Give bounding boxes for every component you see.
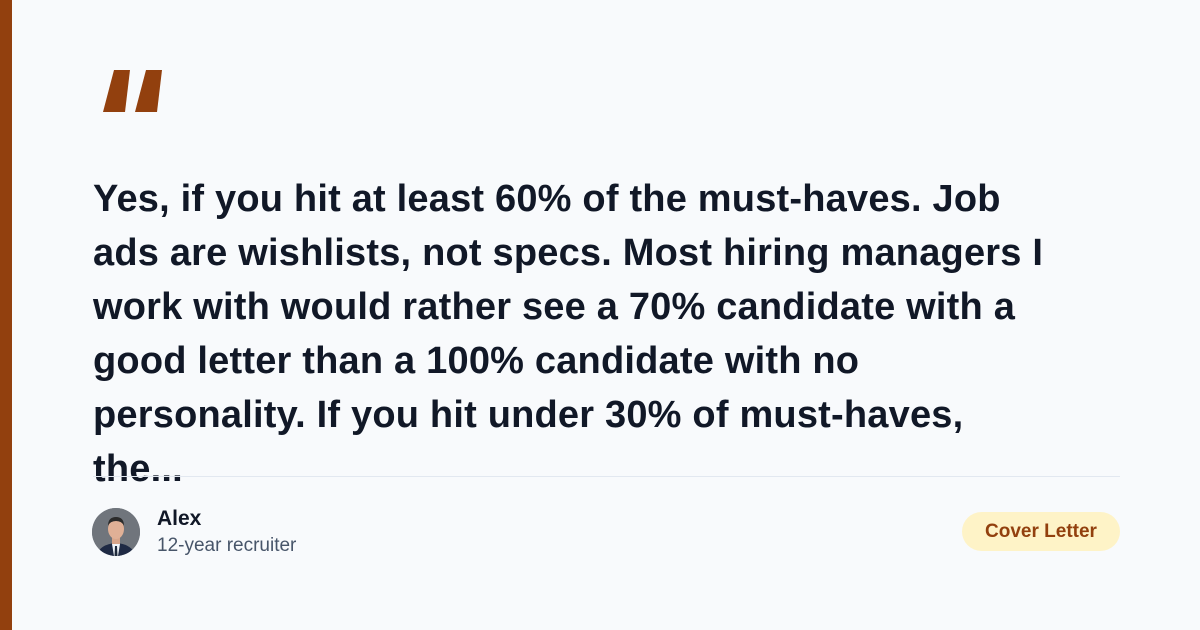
quote-line: the... [93, 448, 183, 490]
category-badge: Cover Letter [962, 512, 1120, 551]
avatar [92, 508, 140, 556]
divider [93, 476, 1120, 477]
quote-mark-icon [103, 70, 162, 112]
quote-line: ads are wishlists, not specs. Most hirin… [93, 232, 1044, 274]
quote-text: Yes, if you hit at least 60% of the must… [93, 172, 1153, 496]
author-name: Alex [157, 507, 202, 530]
quote-line: personality. If you hit under 30% of mus… [93, 394, 964, 436]
quote-line: work with would rather see a 70% candida… [93, 286, 1016, 328]
quote-line: Yes, if you hit at least 60% of the must… [93, 178, 1001, 220]
author-role: 12-year recruiter [157, 535, 297, 556]
accent-bar [0, 0, 12, 630]
quote-line: good letter than a 100% candidate with n… [93, 340, 860, 382]
